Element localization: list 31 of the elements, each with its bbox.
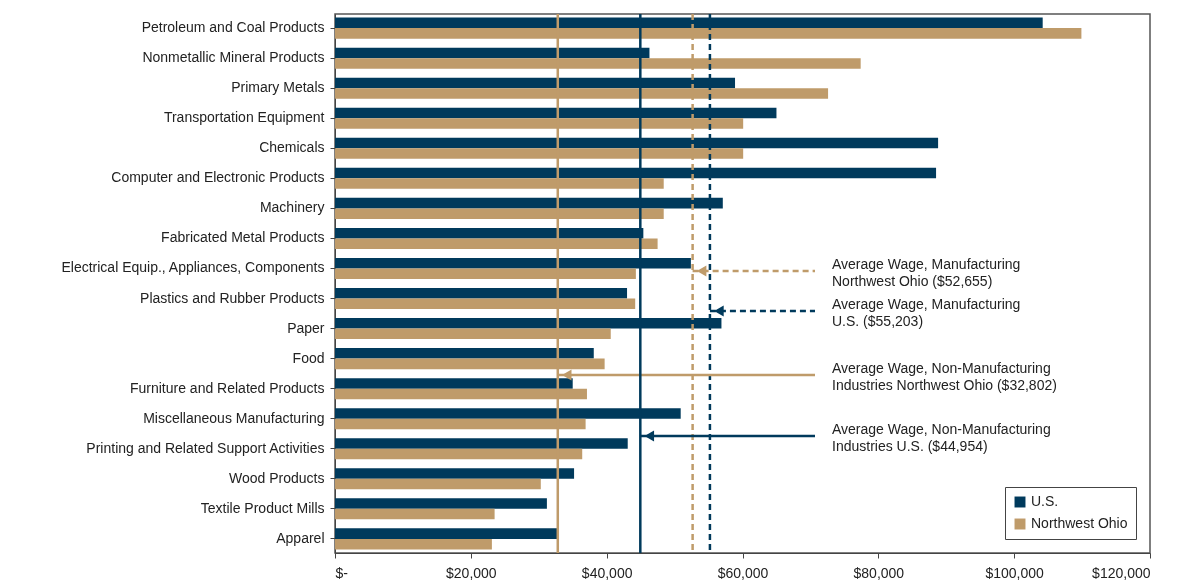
y-tick-label: Primary Metals bbox=[231, 79, 325, 96]
legend-label: U.S. bbox=[1031, 493, 1059, 509]
legend-label: Northwest Ohio bbox=[1031, 515, 1128, 531]
y-tick-label: Wood Products bbox=[229, 469, 325, 486]
y-tick-label: Textile Product Mills bbox=[200, 499, 325, 516]
y-tick-label: Fabricated Metal Products bbox=[161, 229, 325, 246]
y-tick-label: Transportation Equipment bbox=[163, 109, 325, 126]
x-tick-label: $60,000 bbox=[717, 564, 769, 581]
x-tick-label: $120,000 bbox=[1092, 564, 1151, 581]
x-tick-label: $80,000 bbox=[853, 564, 905, 581]
x-tick-label: $40,000 bbox=[581, 564, 633, 581]
y-tick-label: Plastics and Rubber Products bbox=[140, 289, 325, 306]
y-tick-label: Machinery bbox=[259, 199, 325, 216]
y-tick-label: Electrical Equip., Appliances, Components bbox=[61, 259, 325, 276]
ref-line-label: Average Wage, Non-Manufacturing Industries Northwest Ohio ($32,802) bbox=[832, 360, 1057, 393]
y-tick-label: Apparel bbox=[276, 529, 325, 546]
x-tick-label: $20,000 bbox=[446, 564, 497, 581]
y-tick-label: Furniture and Related Products bbox=[129, 379, 325, 396]
ref-line-label: Average Wage, Non-Manufacturing Industries U.S. ($44,954) bbox=[832, 421, 1051, 454]
y-tick-label: Petroleum and Coal Products bbox=[141, 19, 325, 36]
ref-line-label: Average Wage, Manufacturing U.S. ($55,203) bbox=[832, 296, 1021, 329]
y-tick-label: Miscellaneous Manufacturing bbox=[143, 409, 325, 426]
y-tick-label: Food bbox=[292, 349, 325, 366]
ref-line-label: Average Wage, Manufacturing Northwest Ohio ($52,655) bbox=[832, 256, 1021, 289]
x-tick-label: $- bbox=[335, 564, 349, 581]
y-tick-label: Computer and Electronic Products bbox=[111, 169, 325, 186]
x-tick-label: $100,000 bbox=[985, 564, 1045, 581]
y-tick-label: Chemicals bbox=[259, 139, 325, 156]
y-tick-label: Printing and Related Support Activities bbox=[86, 439, 325, 456]
y-tick-label: Nonmetallic Mineral Products bbox=[142, 49, 325, 66]
y-tick-label: Paper bbox=[287, 319, 325, 336]
